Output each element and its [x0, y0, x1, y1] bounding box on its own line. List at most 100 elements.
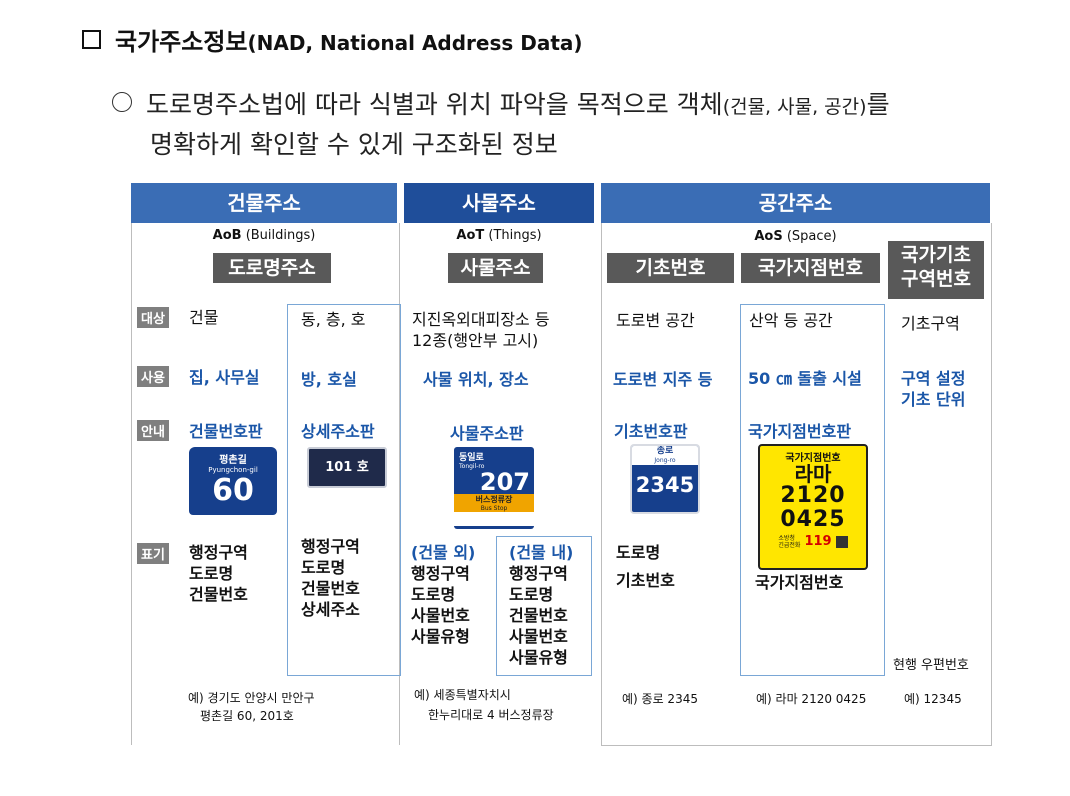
mark-line: 도로명: [189, 564, 234, 583]
building-example: 예) 경기도 안양시 만안구 평촌길 60, 201호: [188, 689, 315, 725]
space-example-basic: 예) 종로 2345: [622, 692, 698, 706]
detail-address-sign: 101 호: [307, 447, 387, 488]
space-mark-basic: 도로명 기초번호: [616, 539, 675, 595]
sign-sub-en: Bus Stop: [454, 505, 534, 512]
mark-line: 사물유형: [411, 627, 470, 646]
divider: [399, 223, 400, 745]
sign-road-en: Tongil-ro: [459, 463, 485, 470]
space-guide-basic: 기초번호판: [614, 422, 688, 441]
sign-line1: 2120: [780, 483, 846, 508]
building-number-sign: 평촌길 Pyungchon-gil 60: [189, 447, 277, 515]
mark-line: 행정구역: [189, 543, 248, 562]
qr-code-icon: [835, 535, 848, 548]
thing-code: AoT (Things): [404, 228, 594, 243]
target-line: 12종(행안부 고시): [412, 331, 539, 350]
space-zone-note: 현행 우편번호: [893, 658, 969, 673]
mark-line: 도로명: [616, 543, 661, 562]
thing-target: 지진옥외대피장소 등 12종(행안부 고시): [412, 309, 550, 351]
sign-title: 국가지점번호: [785, 453, 841, 464]
para-line1-small: (건물, 사물, 공간): [722, 96, 867, 118]
thing-outside: (건물 외) 행정구역 도로명 사물번호 사물유형: [411, 542, 475, 647]
title-english: (NAD, National Address Data): [247, 31, 583, 55]
para-line1b: 를: [866, 90, 890, 119]
sign-number: 207: [479, 468, 530, 496]
national-point-sign: 국가지점번호 라마 2120 0425 소방청 긴급전화 119: [758, 444, 868, 570]
intro-paragraph: 도로명주소법에 따라 식별과 위치 파악을 목적으로 객체(건물, 사물, 공간…: [112, 86, 1012, 164]
sign-agency-line: 소방청: [778, 534, 795, 542]
sign-road: 동일로: [459, 453, 484, 463]
para-line2: 명확하게 확인할 수 있게 구조화된 정보: [150, 130, 558, 159]
mark-line: 행정구역: [301, 537, 360, 556]
tag-national-point: 국가지점번호: [741, 253, 880, 283]
label-mark: 표기: [137, 543, 169, 564]
para-line1a: 도로명주소법에 따라 식별과 위치 파악을 목적으로 객체: [146, 90, 723, 119]
divider: [131, 223, 132, 745]
example-line: 평촌길 60, 201호: [200, 709, 294, 723]
space-target-zone: 기초구역: [901, 314, 960, 333]
example-line: 예) 경기도 안양시 만안구: [188, 691, 315, 705]
sign-road: 평촌길: [219, 455, 247, 466]
building-use: 집, 사무실: [189, 368, 260, 387]
building-guide: 건물번호판: [189, 422, 263, 441]
header-thing: 사물주소: [404, 183, 594, 223]
thing-address-sign: 동일로 Tongil-ro 207 버스정류장 Bus Stop: [454, 447, 534, 529]
space-use-basic: 도로변 지주 등: [613, 370, 713, 389]
example-line: 한누리대로 4 버스정류장: [428, 708, 554, 722]
title-korean: 국가주소정보: [115, 28, 248, 56]
checkbox-square-icon: [82, 30, 101, 49]
mark-line: 도로명: [411, 585, 456, 604]
building-use-detail: 방, 호실: [301, 370, 357, 389]
code: AoS: [754, 229, 783, 244]
tag-basic-zone: 국가기초 구역번호: [888, 241, 984, 299]
basic-number-sign: 종로 Jong-ro 2345: [630, 444, 700, 514]
building-target-detail: 동, 층, 호: [301, 310, 366, 329]
target-line: 지진옥외대피장소 등: [412, 310, 550, 329]
space-target-point: 산악 등 공간: [749, 311, 833, 330]
header-building: 건물주소: [131, 183, 397, 223]
sign-line2: 0425: [780, 507, 846, 532]
mark-line: 기초번호: [616, 571, 675, 590]
mark-line: 사물번호: [509, 627, 568, 646]
thing-use: 사물 위치, 장소: [423, 370, 529, 389]
thing-guide: 사물주소판: [450, 424, 524, 443]
sign-agency-line: 긴급전화: [778, 541, 801, 549]
inside-label: (건물 내): [509, 543, 574, 562]
mark-line: 행정구역: [509, 564, 568, 583]
building-mark: 행정구역 도로명 건물번호: [189, 542, 248, 605]
circle-bullet-icon: [112, 92, 132, 112]
national-point-box: [740, 304, 885, 676]
label-target: 대상: [137, 307, 169, 328]
building-code: AoB (Buildings): [131, 228, 397, 243]
space-mark-point: 국가지점번호: [755, 573, 844, 592]
space-use-zone: 구역 설정 기초 단위: [901, 368, 965, 410]
mark-line: 건물번호: [301, 579, 360, 598]
sign-agency: 소방청 긴급전화: [778, 535, 800, 549]
outside-label: (건물 외): [411, 543, 476, 562]
sign-road-en: Pyungchon-gil: [208, 466, 258, 474]
building-guide-detail: 상세주소판: [301, 422, 375, 441]
sign-footer: 소방청 긴급전화 119: [760, 534, 866, 549]
building-target: 건물: [189, 308, 219, 327]
sign-letters: 라마: [794, 462, 832, 486]
code: AoT: [456, 228, 485, 243]
space-example-point: 예) 라마 2120 0425: [756, 692, 867, 706]
space-code: AoS (Space): [601, 229, 990, 244]
tag-line: 국가기초: [901, 244, 971, 266]
use-line: 기초 단위: [901, 390, 966, 409]
tag-road-address: 도로명주소: [213, 253, 331, 283]
space-target-basic: 도로변 공간: [616, 311, 695, 330]
sign-notice-area: [454, 512, 534, 526]
mark-line: 상세주소: [301, 600, 360, 619]
label-use: 사용: [137, 366, 169, 387]
sign-road-en: Jong-ro: [632, 457, 698, 465]
tag-line: 구역번호: [901, 268, 971, 290]
mark-line: 건물번호: [189, 585, 248, 604]
sign-sub: 버스정류장: [454, 494, 534, 505]
tag-thing-address: 사물주소: [448, 253, 543, 283]
mark-line: 행정구역: [411, 564, 470, 583]
code-desc: (Buildings): [245, 228, 316, 243]
space-guide-point: 국가지점번호판: [748, 422, 852, 441]
mark-line: 도로명: [301, 558, 346, 577]
inside-building-box: [496, 536, 592, 676]
code-desc: (Things): [488, 228, 542, 243]
